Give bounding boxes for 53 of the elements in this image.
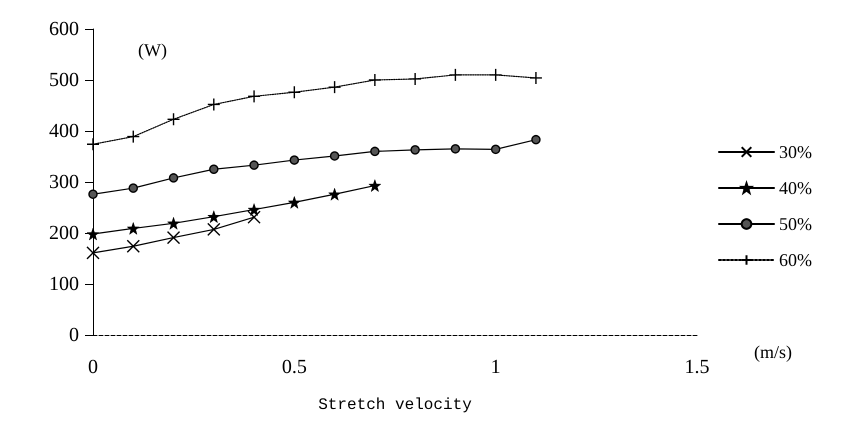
- point: [531, 134, 541, 144]
- point: [168, 173, 178, 183]
- point: [86, 246, 100, 260]
- point: [448, 68, 462, 82]
- point: [368, 179, 382, 192]
- point: [248, 203, 260, 216]
- legend-label: 60%: [779, 250, 812, 270]
- legend-label: 30%: [779, 142, 812, 162]
- point: [529, 71, 543, 85]
- x-tick-label: 0.5: [282, 356, 307, 378]
- x-axis-title: Stretch velocity: [318, 396, 472, 414]
- point: [207, 98, 220, 112]
- x-tick-label: 1.5: [684, 356, 710, 378]
- point: [127, 222, 140, 235]
- x-tick-label: 1: [490, 356, 501, 378]
- legend-label: 40%: [779, 178, 812, 198]
- y-tick-label: 500: [49, 69, 79, 91]
- y-tick-label: 200: [49, 222, 79, 244]
- point: [410, 145, 420, 155]
- text: (m/s): [754, 342, 792, 362]
- y-tick-label: 600: [49, 18, 79, 40]
- point: [328, 188, 341, 200]
- point: [167, 217, 180, 230]
- point: [288, 86, 302, 99]
- point: [328, 80, 342, 94]
- point: [490, 144, 500, 154]
- y-tick-label: 400: [49, 120, 79, 142]
- point: [166, 112, 180, 126]
- point: [126, 240, 140, 253]
- y-axis-title: (W): [138, 40, 167, 60]
- point: [408, 72, 422, 86]
- x-tick-label: 0: [88, 356, 98, 378]
- point: [368, 73, 382, 87]
- point: [128, 183, 138, 193]
- point: [166, 230, 180, 244]
- y-tick-label: 0: [69, 324, 79, 346]
- point: [288, 196, 301, 209]
- point: [209, 164, 218, 174]
- y-tick-label: 100: [49, 273, 79, 295]
- point: [247, 90, 261, 104]
- y-tick-label: 300: [49, 171, 79, 193]
- point: [290, 155, 300, 165]
- point: [450, 144, 460, 154]
- point: [330, 151, 340, 161]
- point: [208, 210, 220, 223]
- point: [247, 210, 261, 224]
- point: [126, 130, 140, 144]
- point: [88, 190, 98, 199]
- point: [207, 222, 220, 236]
- point: [488, 68, 502, 82]
- legend-label: 50%: [779, 214, 812, 234]
- point: [249, 160, 259, 170]
- point: [370, 146, 380, 156]
